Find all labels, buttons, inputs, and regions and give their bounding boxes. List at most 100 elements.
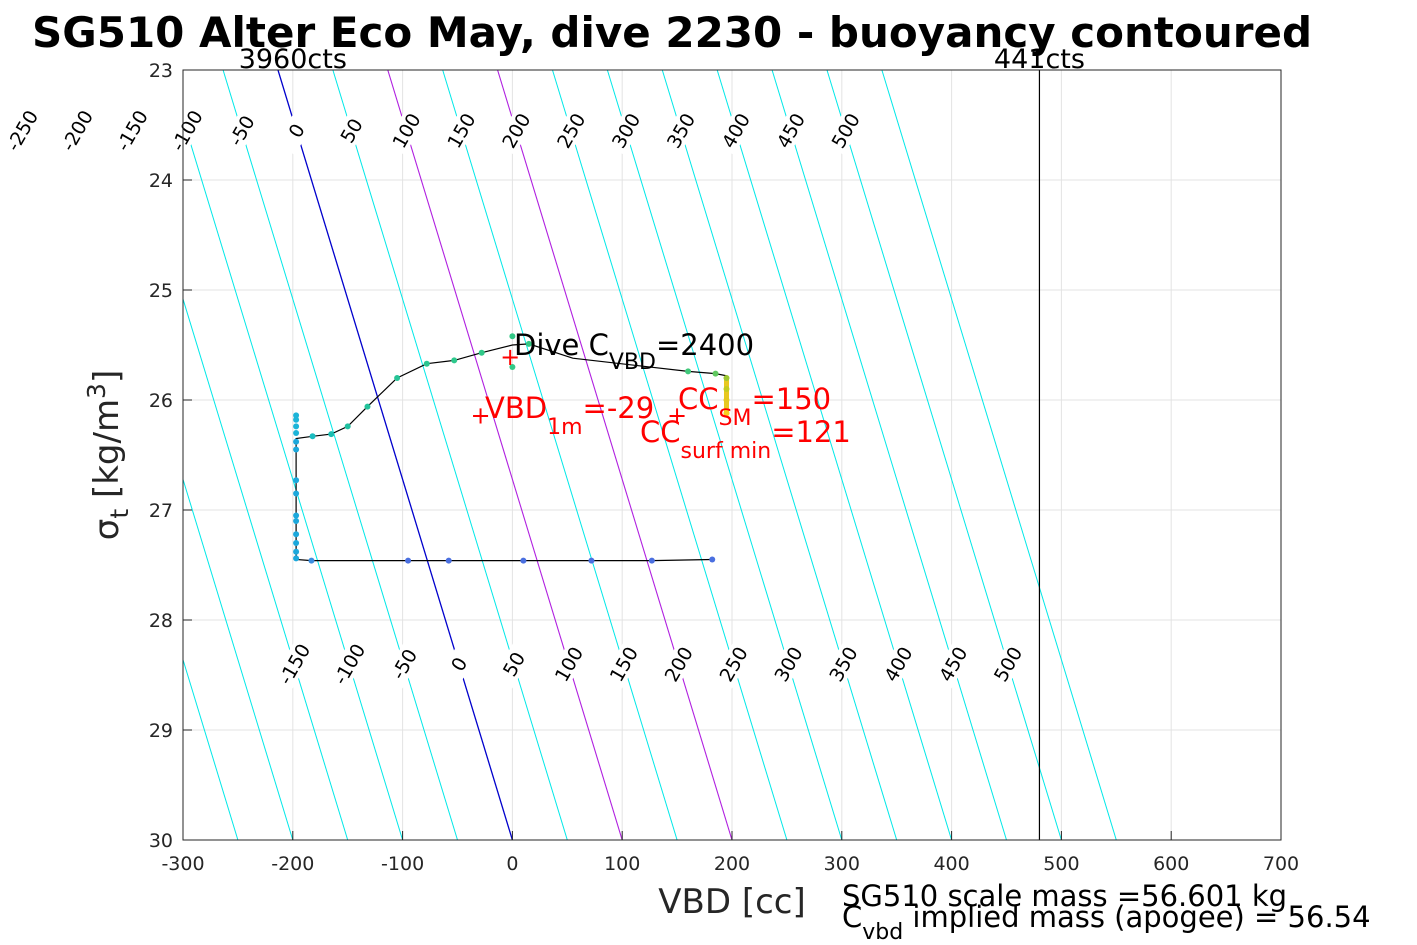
annotation-cc-sm: CCSM=150: [678, 382, 831, 431]
contour-label-bottom-bg: [383, 639, 425, 689]
x-tick-label: 400: [933, 853, 969, 875]
y-label-superscript: 3: [82, 383, 111, 399]
y-tick-label: 28: [149, 610, 173, 632]
annotation-vbd-1m-suffix: =-29: [583, 391, 655, 425]
data-point: [648, 557, 655, 564]
contour-label-bottom-bg: [493, 639, 535, 689]
annotation-marker-plus: +: [471, 401, 491, 429]
data-point: [723, 386, 730, 392]
contour-line: [387, 70, 623, 840]
y-tick-label: 26: [149, 390, 173, 412]
data-point: [293, 512, 300, 519]
chart-title: SG510 Alter Eco May, dive 2230 - buoyanc…: [32, 8, 1312, 57]
annotation-cc-surf-min-suffix: =121: [771, 415, 851, 449]
y-tick-label: 30: [149, 830, 173, 852]
data-point: [723, 375, 730, 381]
contour-label-bottom-bg: [548, 639, 590, 689]
data-point: [364, 403, 371, 410]
contour-label-top-bg: [111, 105, 153, 156]
data-point: [293, 412, 300, 419]
footer-implied-mass-text: implied mass (apogee) = 56.54: [903, 900, 1370, 934]
contour-label-top-bg: [1, 105, 43, 156]
data-point: [712, 370, 719, 377]
dive-points: [293, 333, 730, 564]
annotation-markers: + + +: [471, 343, 688, 429]
data-point: [723, 397, 730, 403]
contour-line: [442, 70, 678, 840]
contour-line: [332, 70, 568, 840]
contour-line: [716, 70, 953, 840]
data-point: [709, 556, 716, 563]
data-point: [293, 555, 300, 562]
dive-trace-line: [295, 343, 728, 562]
y-tick-label: 25: [149, 280, 173, 302]
data-point: [423, 360, 430, 367]
footer-scale-mass: SG510 scale mass =56.601 kg: [842, 879, 1287, 913]
contour-line: [881, 70, 1117, 840]
contour-label-top-bg: [495, 105, 537, 156]
data-point: [685, 368, 692, 375]
x-tick-label: 500: [1043, 853, 1079, 875]
data-point: [308, 557, 315, 564]
contour-line: [277, 70, 514, 840]
count-label: 3960cts: [239, 44, 347, 75]
data-point: [293, 518, 300, 524]
contour-line: [183, 657, 239, 840]
dive-trace: [295, 343, 730, 562]
data-point: [293, 446, 300, 453]
contour-label-bottom-bg: [273, 639, 315, 689]
data-point: [293, 548, 300, 555]
contour-line: [497, 70, 733, 840]
data-point: [509, 333, 516, 340]
x-tick-label: 200: [714, 853, 750, 875]
contour-label-top-bg: [824, 105, 866, 156]
footer-cvbd-sub: vbd: [862, 920, 903, 945]
data-point: [525, 340, 532, 347]
contour-label-bottom-bg: [328, 639, 370, 689]
contour-line: [661, 70, 898, 840]
x-tick-label: -300: [161, 853, 204, 875]
data-point: [478, 349, 485, 356]
footer: SG510 scale mass =56.601 kg Cvbd implied…: [842, 879, 1371, 945]
data-point: [309, 433, 316, 440]
y-tick-label: 27: [149, 500, 173, 522]
contour-label-top-bg: [330, 105, 372, 156]
data-point: [293, 430, 300, 436]
contour-label-top-bg: [166, 105, 208, 156]
x-tick-label: -200: [271, 853, 314, 875]
contour-label-bottom-bg: [987, 639, 1029, 689]
data-point: [293, 416, 300, 423]
buoyancy-contours: [183, 70, 1117, 840]
contour-line: [183, 477, 294, 840]
annotation-cc-sm-prefix: CC: [678, 382, 719, 416]
contour-label-top-bg: [56, 105, 98, 156]
data-point: [588, 557, 595, 564]
contour-line: [551, 70, 788, 840]
y-tick-label: 24: [149, 170, 173, 192]
contour-label-top-bg: [385, 105, 427, 156]
contour-label-top-bg: [605, 105, 647, 156]
contour-label-bottom-bg: [932, 639, 974, 689]
contour-label-top-bg: [660, 105, 702, 156]
y-label-close: ]: [87, 370, 127, 383]
y-label-unit: [kg/m: [87, 399, 127, 509]
contour-line: [826, 70, 1062, 840]
contour-label-top-bg: [715, 105, 757, 156]
contour-label-bottom-bg: [602, 639, 645, 689]
contour-label-bottom-bg: [712, 639, 754, 689]
annotation-cc-sm-sub: SM: [719, 406, 752, 431]
x-axis-label: VBD [cc]: [658, 882, 806, 922]
contour-line: [606, 70, 843, 840]
contour-label-top-bg: [275, 105, 317, 156]
data-point: [394, 375, 401, 381]
x-tick-label: -100: [381, 853, 424, 875]
count-labels: 3960cts 441cts: [239, 44, 1085, 75]
data-point: [293, 540, 300, 546]
data-point: [451, 357, 458, 364]
annotation-marker-plus: +: [667, 401, 687, 429]
data-point: [293, 477, 300, 484]
contour-line: [183, 297, 349, 840]
count-label: 441cts: [994, 44, 1085, 75]
annotation-cc-surf-min-prefix: CC: [640, 415, 681, 449]
